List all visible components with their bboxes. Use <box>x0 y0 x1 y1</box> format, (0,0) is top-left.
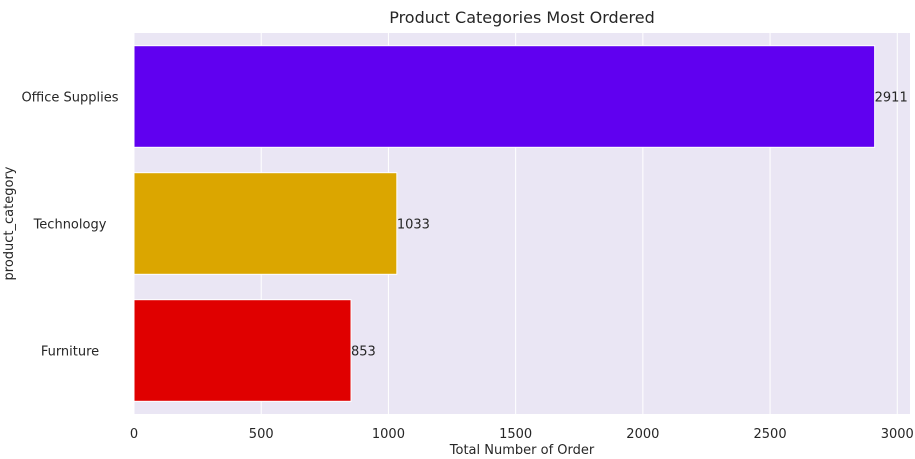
x-tick-label: 2500 <box>754 427 787 442</box>
y-tick-label: Office Supplies <box>21 91 118 106</box>
chart-title: Product Categories Most Ordered <box>389 8 655 27</box>
x-tick-label: 1000 <box>372 427 405 442</box>
bar-value-label: 853 <box>351 345 376 360</box>
data-labels: 2911 1033 853 <box>351 91 908 360</box>
bars <box>133 45 876 402</box>
x-tick-labels: 0 500 1000 1500 2000 2500 3000 <box>130 427 914 442</box>
bar <box>133 45 876 148</box>
y-axis-label: product_category <box>2 166 17 280</box>
x-axis-label: Total Number of Order <box>449 443 595 458</box>
bar <box>133 172 398 275</box>
y-tick-label: Technology <box>33 218 107 233</box>
bar <box>133 299 352 402</box>
x-tick-label: 2000 <box>626 427 659 442</box>
x-tick-label: 0 <box>130 427 138 442</box>
bar-value-label: 1033 <box>397 218 430 233</box>
x-tick-label: 3000 <box>881 427 914 442</box>
bar-value-label: 2911 <box>875 91 908 106</box>
y-tick-label: Furniture <box>41 345 99 360</box>
x-tick-label: 500 <box>249 427 274 442</box>
y-tick-labels: Office Supplies Technology Furniture <box>21 91 118 360</box>
x-tick-label: 1500 <box>499 427 532 442</box>
